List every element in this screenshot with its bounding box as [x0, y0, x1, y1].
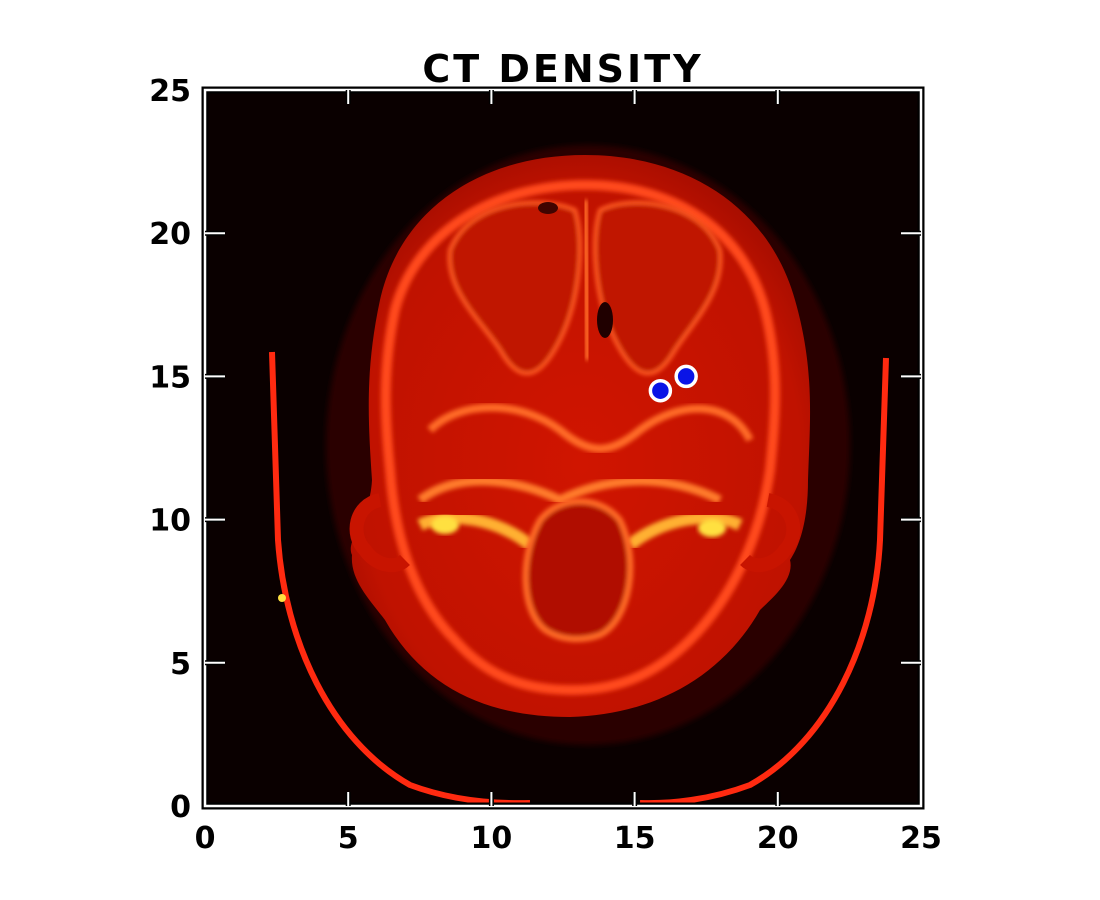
y-tick-label: 5: [170, 647, 191, 682]
x-tick-label: 0: [195, 821, 216, 856]
chart-title: CT DENSITY: [422, 47, 703, 91]
x-tick-marks: [345, 90, 781, 806]
y-axis-tick-labels: 0 5 10 15 20 25: [149, 74, 191, 825]
scatter-markers: [648, 364, 698, 403]
plot-frame: [201, 86, 925, 810]
y-tick-label: 0: [170, 790, 191, 825]
head-support-left: [269, 351, 531, 806]
x-axis-tick-labels: 0 5 10 15 20 25: [195, 821, 942, 856]
scatter-point: [648, 378, 673, 403]
y-tick-label: 25: [149, 74, 191, 109]
x-tick-label: 5: [338, 821, 359, 856]
y-tick-marks: [205, 230, 921, 666]
x-tick-label: 15: [614, 821, 656, 856]
x-tick-label: 10: [471, 821, 513, 856]
ct-image: [205, 90, 921, 806]
head-support-right: [639, 357, 889, 806]
x-tick-label: 25: [900, 821, 942, 856]
y-tick-label: 10: [149, 504, 191, 539]
x-tick-label: 20: [757, 821, 799, 856]
y-tick-label: 20: [149, 217, 191, 252]
y-tick-label: 15: [149, 360, 191, 395]
scatter-point: [674, 364, 698, 389]
